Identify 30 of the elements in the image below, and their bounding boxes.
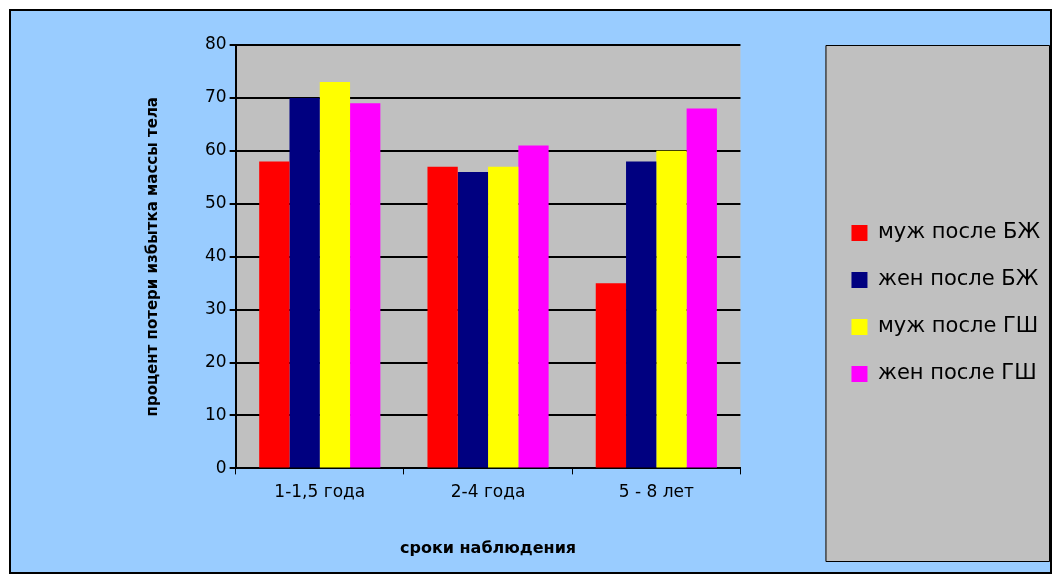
y-axis-title: процент потери избытка массы тела xyxy=(142,97,161,417)
x-axis-title: сроки наблюдения xyxy=(399,537,577,557)
legend-label: муж после ГШ xyxy=(877,313,1039,338)
y-tick-label: 70 xyxy=(204,86,227,107)
x-tick-label: 1-1,5 года xyxy=(274,481,366,502)
legend-label: жен после ГШ xyxy=(877,360,1037,385)
bar xyxy=(259,161,290,468)
bar xyxy=(457,172,489,468)
y-tick-label: 30 xyxy=(204,298,227,319)
bar xyxy=(518,145,549,468)
y-tick-label: 40 xyxy=(204,245,227,266)
y-tick-label: 60 xyxy=(204,139,227,160)
bar xyxy=(427,166,458,468)
bar xyxy=(626,161,657,468)
y-tick-label: 50 xyxy=(204,192,227,213)
legend-label: жен после БЖ xyxy=(877,266,1039,291)
y-tick-label: 0 xyxy=(215,456,227,477)
bar xyxy=(656,150,687,468)
bar xyxy=(488,166,519,468)
y-tick-label: 20 xyxy=(204,350,227,371)
y-tick-label: 80 xyxy=(204,33,227,54)
x-tick-label: 2-4 года xyxy=(450,481,526,502)
bar xyxy=(350,103,381,468)
bar xyxy=(289,97,320,468)
y-tick-label: 10 xyxy=(204,403,227,424)
bar xyxy=(319,82,351,468)
legend-label: муж после БЖ xyxy=(877,219,1041,244)
bar xyxy=(686,108,717,468)
bar xyxy=(595,283,627,468)
x-tick-label: 5 - 8 лет xyxy=(618,481,695,502)
